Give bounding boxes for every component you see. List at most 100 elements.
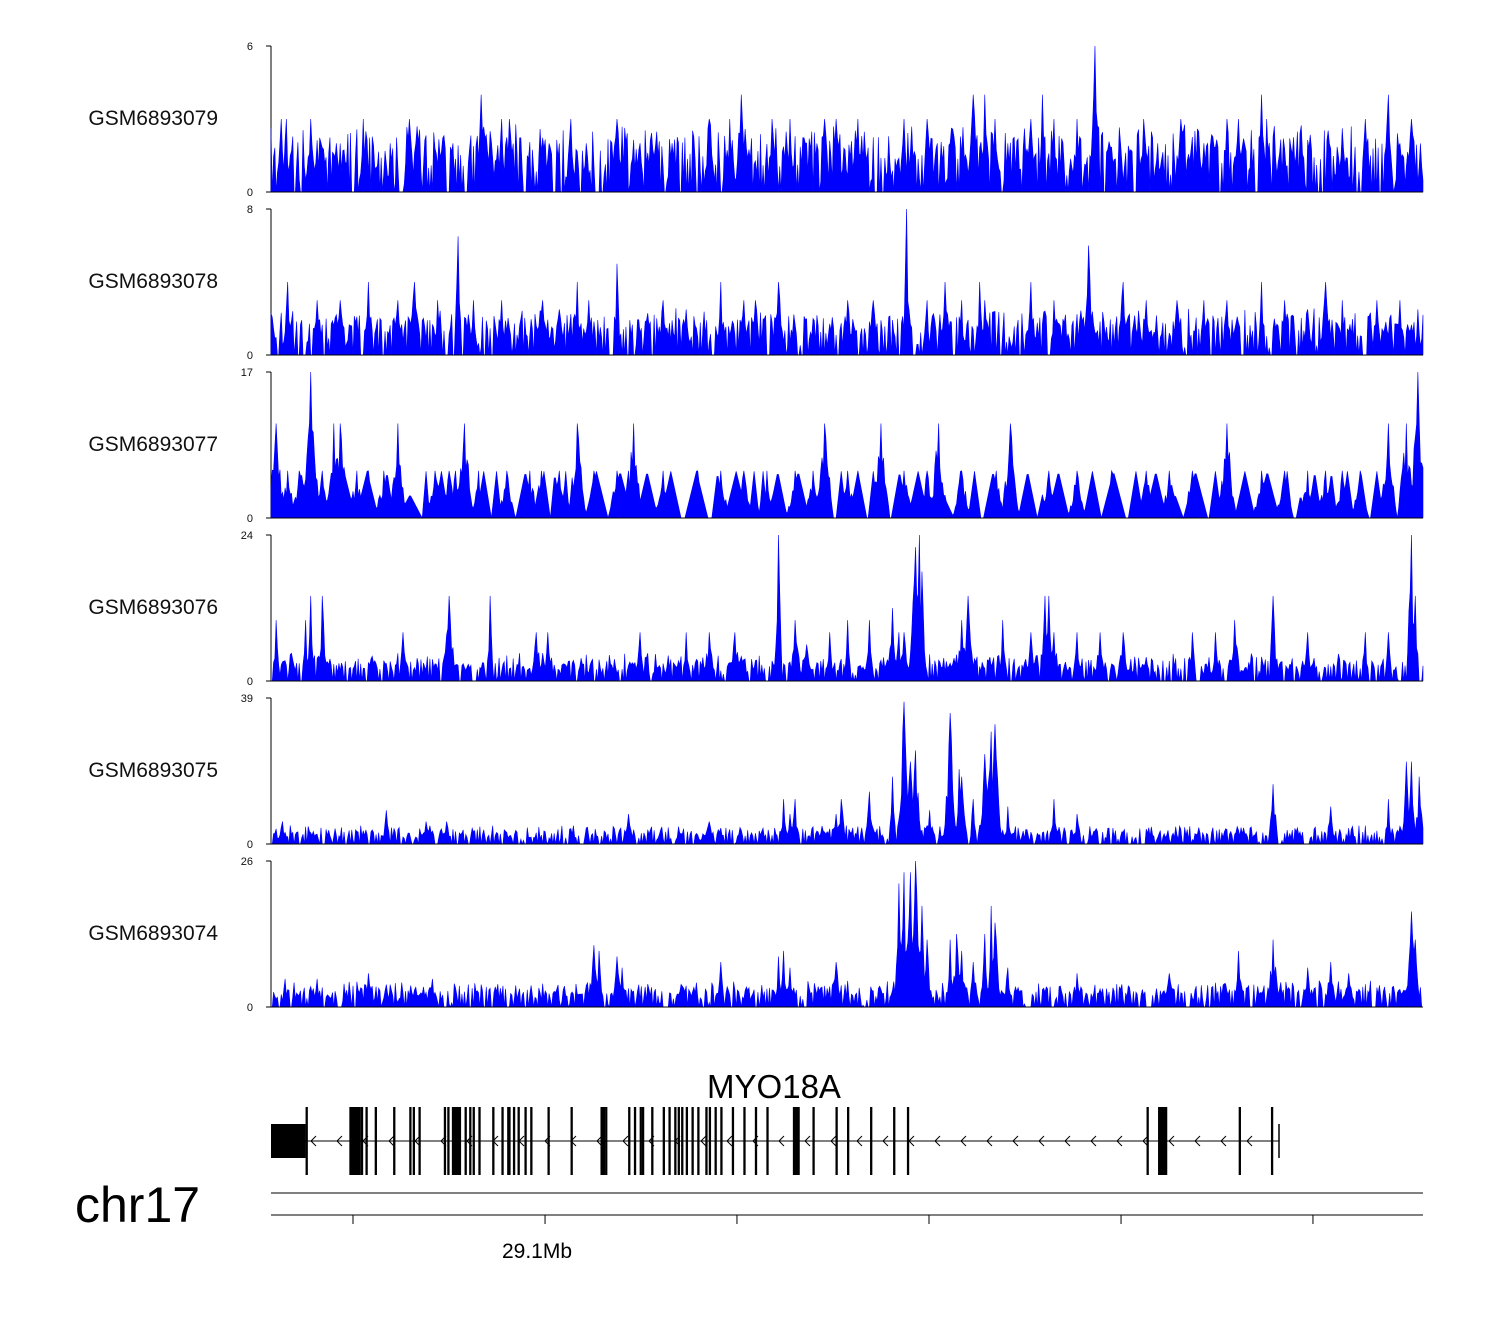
exon [714, 1107, 717, 1175]
track-label: GSM6893074 [88, 922, 218, 945]
y-tick-label-min: 0 [247, 1002, 253, 1014]
track-GSM6893075: GSM6893075 39 0 [88, 693, 1424, 851]
track-label: GSM6893077 [88, 433, 218, 456]
exon [893, 1107, 896, 1175]
exon [570, 1107, 573, 1175]
exon [812, 1107, 815, 1175]
exon [835, 1107, 838, 1175]
strand-arrow [1038, 1135, 1045, 1147]
exon [512, 1107, 516, 1175]
exon [492, 1107, 495, 1175]
exon [530, 1107, 533, 1175]
exon [766, 1107, 769, 1175]
exon [365, 1107, 368, 1175]
exon [501, 1107, 504, 1175]
exon [651, 1107, 654, 1175]
y-tick-label-max: 6 [247, 41, 253, 53]
gene-name-label: MYO18A [707, 1068, 841, 1105]
track-GSM6893078: GSM6893078 8 0 [88, 204, 1424, 362]
exon [691, 1107, 694, 1175]
exon [605, 1107, 608, 1175]
strand-arrow [388, 1135, 395, 1147]
coverage-area [270, 45, 1424, 193]
exon [628, 1107, 631, 1175]
exon [1158, 1107, 1168, 1175]
exon [469, 1107, 472, 1175]
track-label: GSM6893075 [88, 759, 218, 782]
exon [677, 1107, 680, 1175]
exon [674, 1107, 677, 1175]
exon [547, 1107, 550, 1175]
strand-arrow [1142, 1135, 1149, 1147]
y-tick-label-min: 0 [247, 350, 253, 362]
exon [705, 1107, 708, 1175]
coverage-area [271, 534, 1424, 682]
y-tick-label-max: 8 [247, 204, 253, 216]
exon [360, 1107, 364, 1175]
exon [393, 1107, 396, 1175]
strand-arrow [1012, 1135, 1019, 1147]
strand-arrow [336, 1135, 343, 1147]
strand-arrow [856, 1135, 863, 1147]
exon [374, 1107, 377, 1175]
exon [447, 1107, 450, 1175]
exon [507, 1107, 511, 1175]
exon [271, 1124, 306, 1158]
exon [639, 1107, 642, 1175]
exon [662, 1107, 665, 1175]
exon [418, 1107, 421, 1175]
exon [906, 1107, 910, 1175]
exon [681, 1107, 684, 1175]
track-label: GSM6893078 [88, 270, 218, 293]
coverage-area [271, 701, 1424, 846]
strand-arrow [1220, 1135, 1227, 1147]
y-tick-label-min: 0 [247, 513, 253, 525]
exon [409, 1107, 412, 1175]
track-GSM6893074: GSM6893074 26 0 [88, 856, 1423, 1014]
y-tick-label-min: 0 [247, 187, 253, 199]
exon [1146, 1107, 1149, 1175]
exon [1238, 1107, 1241, 1175]
exon [847, 1107, 850, 1175]
exon [731, 1107, 735, 1175]
y-tick-label-max: 17 [241, 367, 253, 379]
exon [451, 1107, 462, 1175]
strand-arrow [1246, 1135, 1253, 1147]
exon [443, 1107, 447, 1175]
exon [524, 1107, 527, 1175]
strand-arrow [726, 1135, 733, 1147]
axis-tick-label: 29.1Mb [502, 1240, 572, 1263]
coverage-area [270, 208, 1424, 356]
y-tick-label-max: 26 [241, 856, 253, 868]
exon [633, 1107, 637, 1175]
exon [870, 1107, 873, 1175]
exon [754, 1107, 758, 1175]
strand-arrow [778, 1135, 785, 1147]
exon [792, 1107, 800, 1175]
strand-arrow [1194, 1135, 1201, 1147]
track-GSM6893077: GSM6893077 17 0 [88, 367, 1424, 525]
exon [600, 1107, 606, 1175]
exon [478, 1107, 481, 1175]
y-tick-label-min: 0 [247, 839, 253, 851]
coordinate-axis: chr17 29.1Mb [75, 1177, 1423, 1263]
strand-arrow [986, 1135, 993, 1147]
exon [472, 1107, 475, 1175]
strand-arrow [830, 1135, 837, 1147]
exon [412, 1107, 415, 1175]
exon [697, 1107, 700, 1175]
exon [1270, 1107, 1274, 1175]
exon [708, 1107, 712, 1175]
exon [517, 1107, 520, 1175]
strand-arrow [1064, 1135, 1071, 1147]
y-tick-label-max: 39 [241, 693, 253, 705]
strand-arrow [934, 1135, 941, 1147]
coverage-area [270, 371, 1424, 520]
exon [720, 1107, 723, 1175]
exon [641, 1107, 645, 1175]
exon [349, 1107, 361, 1175]
track-GSM6893076: GSM6893076 24 0 [88, 530, 1424, 688]
strand-arrow [804, 1135, 811, 1147]
chromosome-label: chr17 [75, 1177, 200, 1233]
